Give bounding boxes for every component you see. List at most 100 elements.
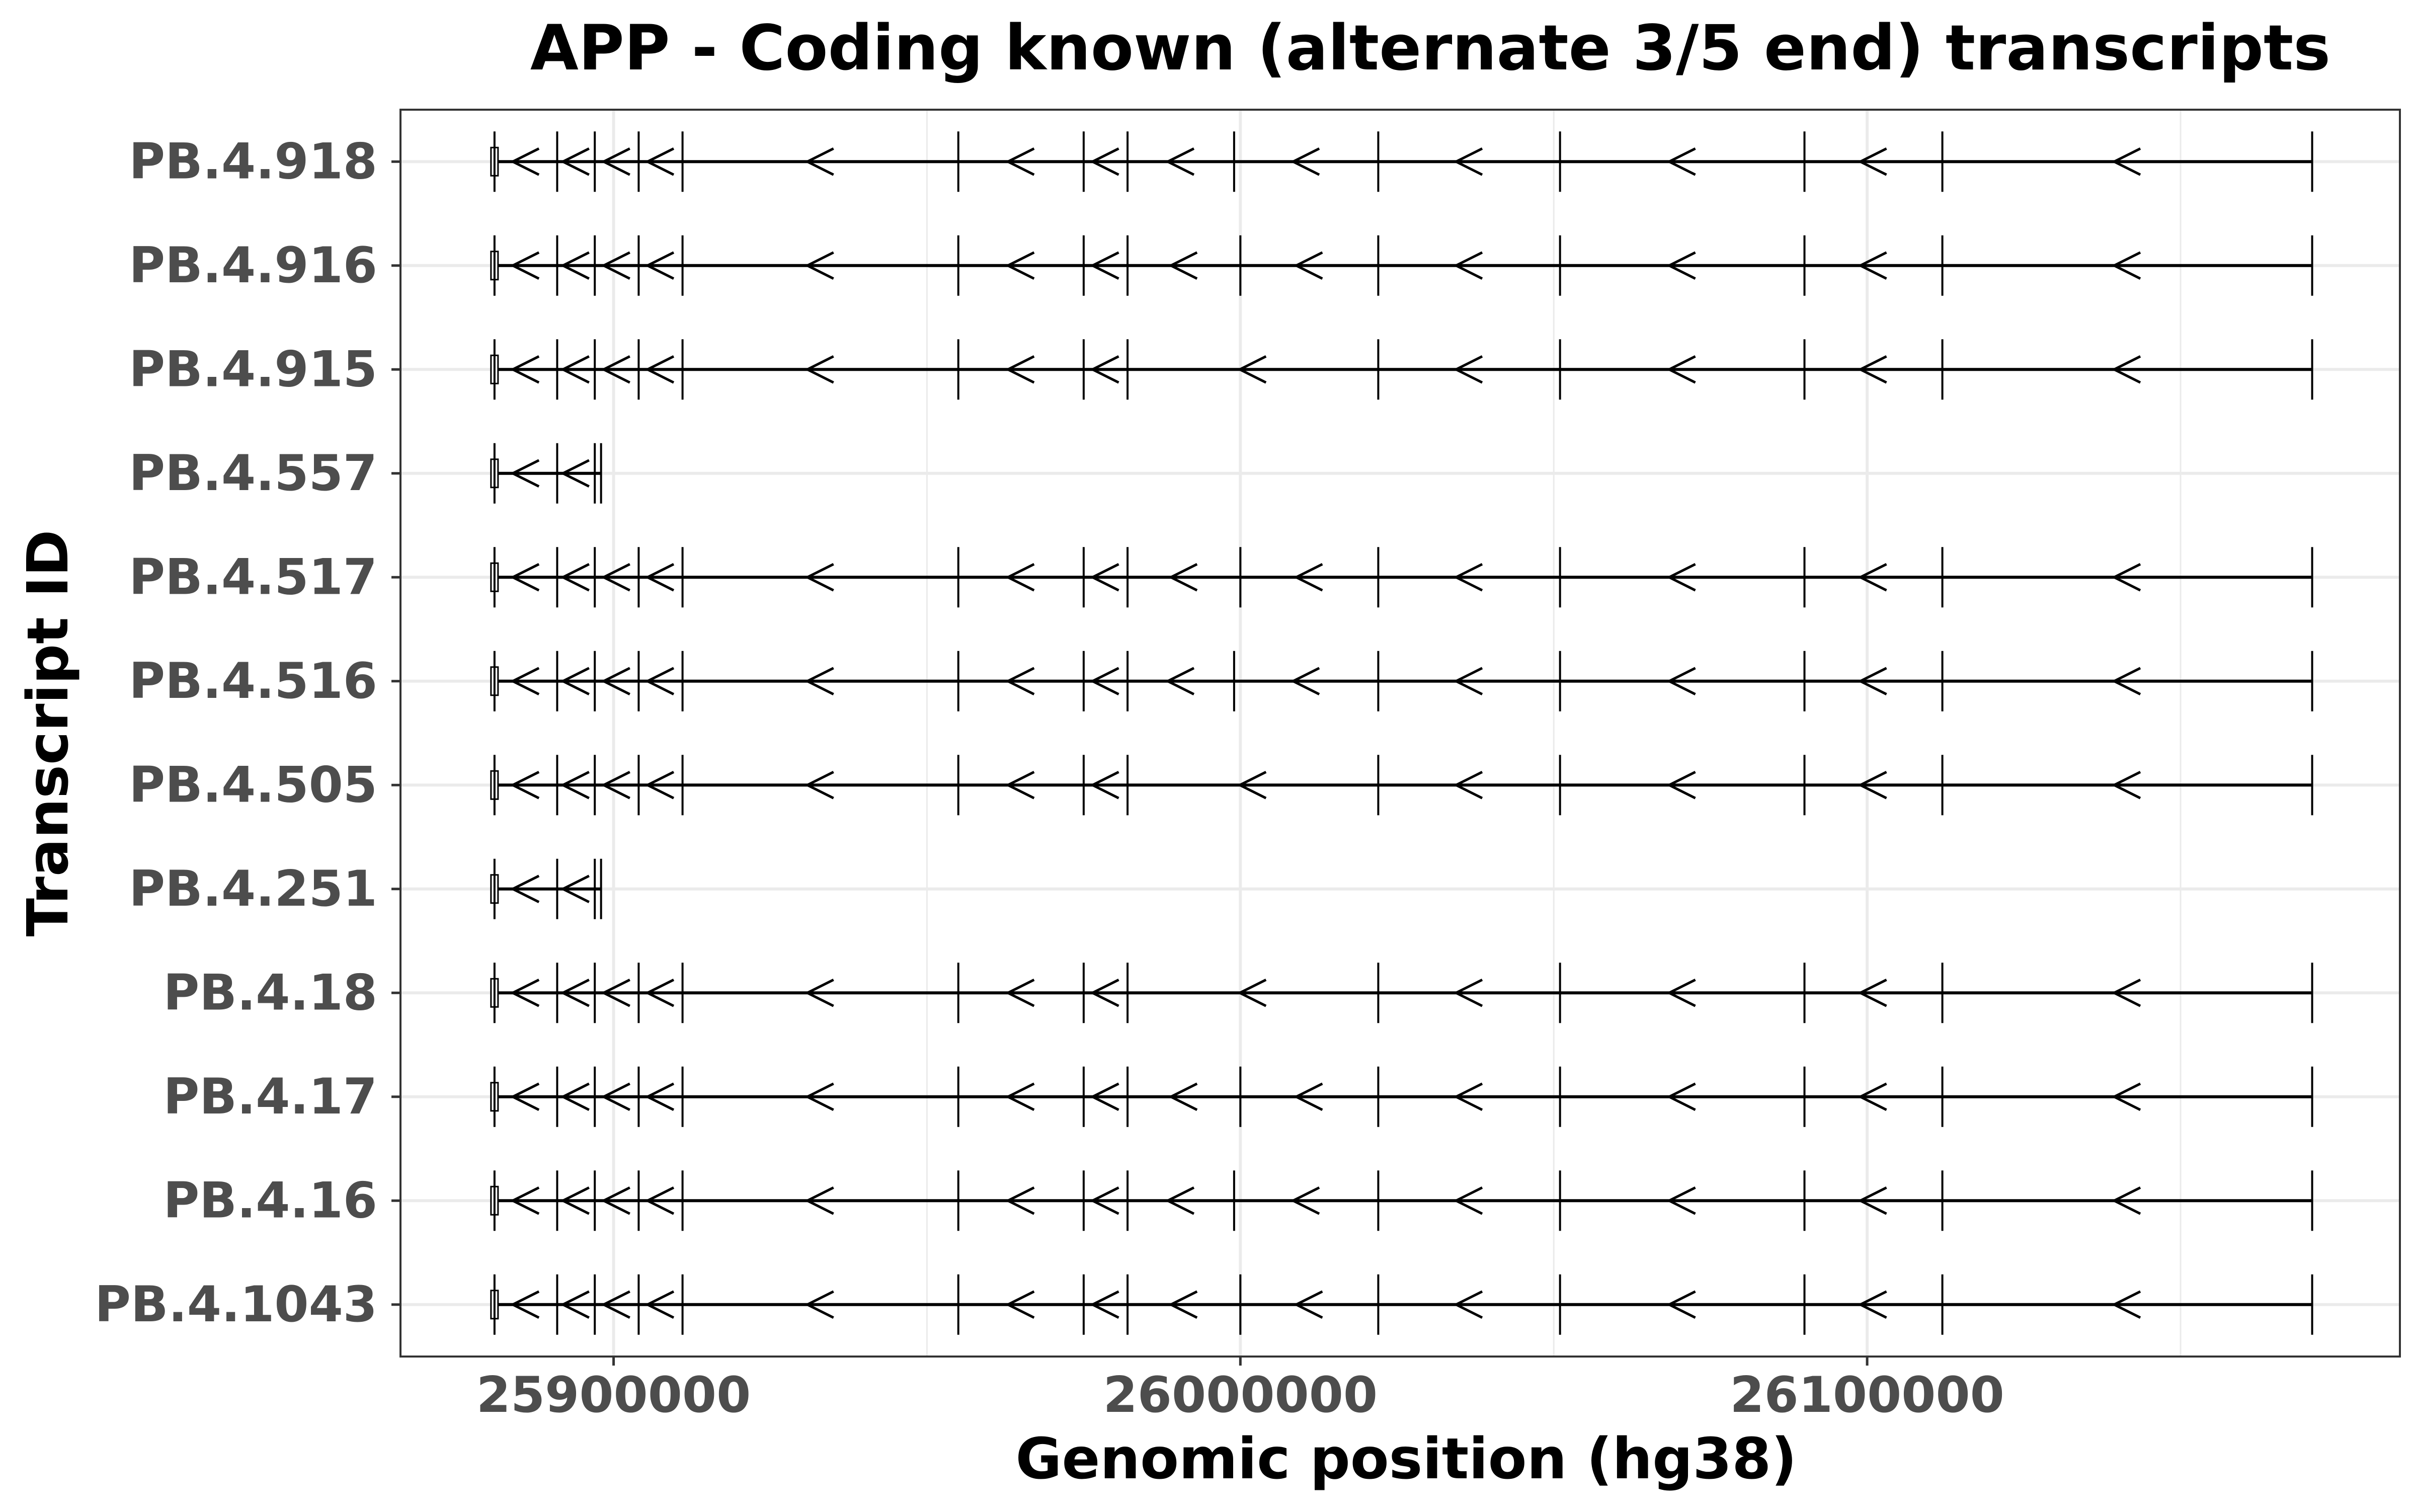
strand-arrow — [804, 147, 834, 176]
transcript-PB-4-251 — [490, 858, 602, 919]
strand-arrow — [804, 251, 834, 280]
strand-arrow — [804, 355, 834, 384]
strand-arrow — [510, 563, 540, 592]
strand-arrow — [510, 874, 540, 903]
x-axis-title: Genomic position (hg38) — [1016, 1426, 1797, 1492]
strand-arrow — [1453, 251, 1483, 280]
y-tick-label: PB.4.505 — [129, 756, 377, 814]
strand-arrow — [560, 459, 590, 488]
strand-arrow — [1089, 979, 1119, 1007]
strand-arrow — [1857, 979, 1887, 1007]
strand-arrow — [804, 1082, 834, 1111]
strand-arrow — [1005, 1186, 1035, 1215]
strand-arrow — [1453, 1186, 1483, 1215]
strand-arrow — [1666, 979, 1696, 1007]
strand-arrow — [2111, 563, 2141, 592]
strand-arrow — [1089, 563, 1119, 592]
strand-arrow — [1666, 147, 1696, 176]
strand-arrow — [1453, 667, 1483, 695]
strand-arrow — [510, 355, 540, 384]
strand-arrow — [804, 771, 834, 800]
strand-arrow — [1453, 355, 1483, 384]
panel-border — [399, 109, 2401, 1358]
transcript-PB-4-16 — [490, 1170, 2313, 1231]
strand-arrow — [1089, 1082, 1119, 1111]
y-tick-label: PB.4.16 — [163, 1172, 377, 1229]
transcript-PB-4-505 — [490, 755, 2313, 816]
strand-arrow — [1453, 147, 1483, 176]
strand-arrow — [1237, 355, 1267, 384]
transcript-PB-4-916 — [490, 235, 2313, 296]
strand-arrow — [1005, 667, 1035, 695]
strand-arrow — [1005, 251, 1035, 280]
y-tick-label: PB.4.557 — [129, 445, 377, 502]
strand-arrow — [1857, 251, 1887, 280]
y-tick-label: PB.4.17 — [163, 1068, 377, 1126]
strand-arrow — [601, 147, 630, 176]
strand-arrow — [1290, 147, 1320, 176]
strand-arrow — [601, 251, 630, 280]
strand-arrow — [510, 979, 540, 1007]
strand-arrow — [1453, 1082, 1483, 1111]
strand-arrow — [1089, 147, 1119, 176]
strand-arrow — [2111, 979, 2141, 1007]
transcript-PB-4-18 — [490, 963, 2313, 1023]
strand-arrow — [1857, 771, 1887, 800]
y-tick-label: PB.4.918 — [129, 133, 377, 190]
strand-arrow — [1005, 1290, 1035, 1319]
strand-arrow — [1857, 1290, 1887, 1319]
strand-arrow — [645, 251, 675, 280]
strand-arrow — [601, 771, 630, 800]
strand-arrow — [601, 1186, 630, 1215]
strand-arrow — [2111, 771, 2141, 800]
strand-arrow — [560, 1186, 590, 1215]
strand-arrow — [1089, 1186, 1119, 1215]
y-tick-label: PB.4.251 — [129, 860, 377, 918]
strand-arrow — [804, 667, 834, 695]
strand-arrow — [1168, 1082, 1198, 1111]
strand-arrow — [804, 1186, 834, 1215]
transcript-PB-4-516 — [490, 651, 2313, 711]
strand-arrow — [1290, 667, 1320, 695]
strand-arrow — [2111, 667, 2141, 695]
transcript-PB-4-915 — [490, 339, 2313, 400]
x-tick-label: 26000000 — [1103, 1367, 1378, 1424]
strand-arrow — [1857, 667, 1887, 695]
strand-arrow — [1857, 1082, 1887, 1111]
strand-arrow — [1666, 563, 1696, 592]
strand-arrow — [601, 563, 630, 592]
y-tick-label: PB.4.516 — [129, 653, 377, 710]
strand-arrow — [560, 979, 590, 1007]
strand-arrow — [1666, 355, 1696, 384]
strand-arrow — [1089, 667, 1119, 695]
y-tick-label: PB.4.916 — [129, 237, 377, 294]
strand-arrow — [645, 355, 675, 384]
strand-arrow — [1089, 1290, 1119, 1319]
strand-arrow — [510, 147, 540, 176]
strand-arrow — [1165, 1186, 1195, 1215]
transcript-PB-4-918 — [490, 131, 2313, 192]
strand-arrow — [1666, 667, 1696, 695]
strand-arrow — [1293, 1290, 1323, 1319]
strand-arrow — [1005, 771, 1035, 800]
strand-arrow — [1293, 251, 1323, 280]
strand-arrow — [1666, 1186, 1696, 1215]
strand-arrow — [1237, 979, 1267, 1007]
strand-arrow — [1290, 1186, 1320, 1215]
strand-arrow — [1453, 979, 1483, 1007]
strand-arrow — [1453, 1290, 1483, 1319]
strand-arrow — [560, 147, 590, 176]
strand-arrow — [804, 979, 834, 1007]
strand-arrow — [645, 979, 675, 1007]
y-tick-label: PB.4.1043 — [95, 1276, 377, 1333]
strand-arrow — [1168, 251, 1198, 280]
strand-arrow — [510, 1186, 540, 1215]
transcript-PB-4-517 — [490, 547, 2313, 608]
strand-arrow — [1089, 251, 1119, 280]
strand-arrow — [1857, 355, 1887, 384]
strand-arrow — [510, 667, 540, 695]
strand-arrow — [645, 563, 675, 592]
strand-arrow — [560, 874, 590, 903]
